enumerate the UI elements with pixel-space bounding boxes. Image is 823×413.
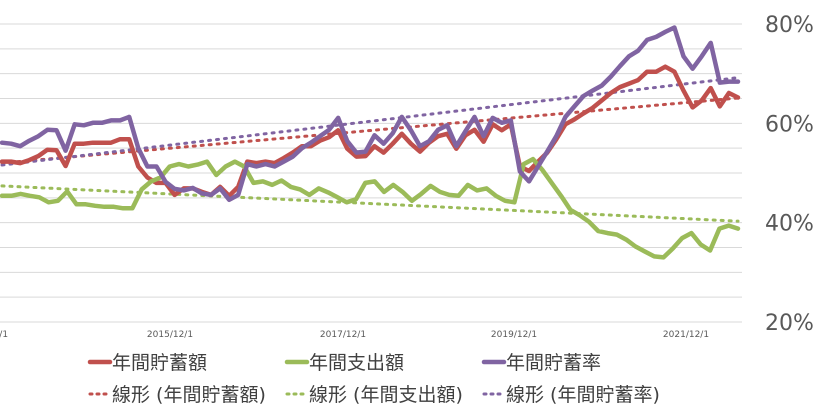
- y-tick-label: 60%: [765, 112, 814, 137]
- legend-item: 年間支出額: [284, 352, 404, 374]
- legend-item: 線形 (年間支出額): [285, 384, 463, 406]
- trendline: [0, 96, 740, 165]
- legend-item: 年間貯蓄率: [481, 352, 601, 374]
- legend-label: 線形 (年間貯蓄率): [506, 384, 660, 406]
- series-lines: [0, 25, 741, 260]
- series-line: [0, 156, 741, 260]
- gridlines: [0, 23, 742, 323]
- legend-label: 年間貯蓄額: [112, 352, 207, 374]
- x-tick-label: 2021/12/1: [663, 330, 709, 340]
- legend-label: 年間支出額: [309, 352, 404, 374]
- x-axis-ticks: 2013/12/1 2015/12/1 2017/12/1 2019/12/1 2021…: [0, 330, 709, 340]
- y-tick-label: 80%: [765, 13, 814, 38]
- legend-item: 線形 (年間貯蓄率): [482, 384, 660, 406]
- trendline: [0, 184, 740, 223]
- legend-label: 年間貯蓄率: [506, 352, 601, 374]
- x-tick-label: 2013/12/1: [0, 330, 8, 340]
- legend-label: 線形 (年間支出額): [309, 384, 463, 406]
- series-line: [0, 64, 741, 199]
- x-tick-label: 2019/12/1: [491, 330, 537, 340]
- legend-label: 線形 (年間貯蓄額): [112, 384, 266, 406]
- legend-item: 年間貯蓄額: [87, 352, 207, 374]
- series-line: [0, 25, 741, 203]
- legend-item: 線形 (年間貯蓄額): [88, 384, 266, 406]
- y-axis-ticks: 20% 40% 60% 80%: [765, 13, 814, 336]
- y-tick-label: 40%: [765, 212, 814, 237]
- x-tick-label: 2015/12/1: [147, 330, 193, 340]
- y-tick-label: 20%: [765, 311, 814, 336]
- x-tick-label: 2017/12/1: [320, 330, 366, 340]
